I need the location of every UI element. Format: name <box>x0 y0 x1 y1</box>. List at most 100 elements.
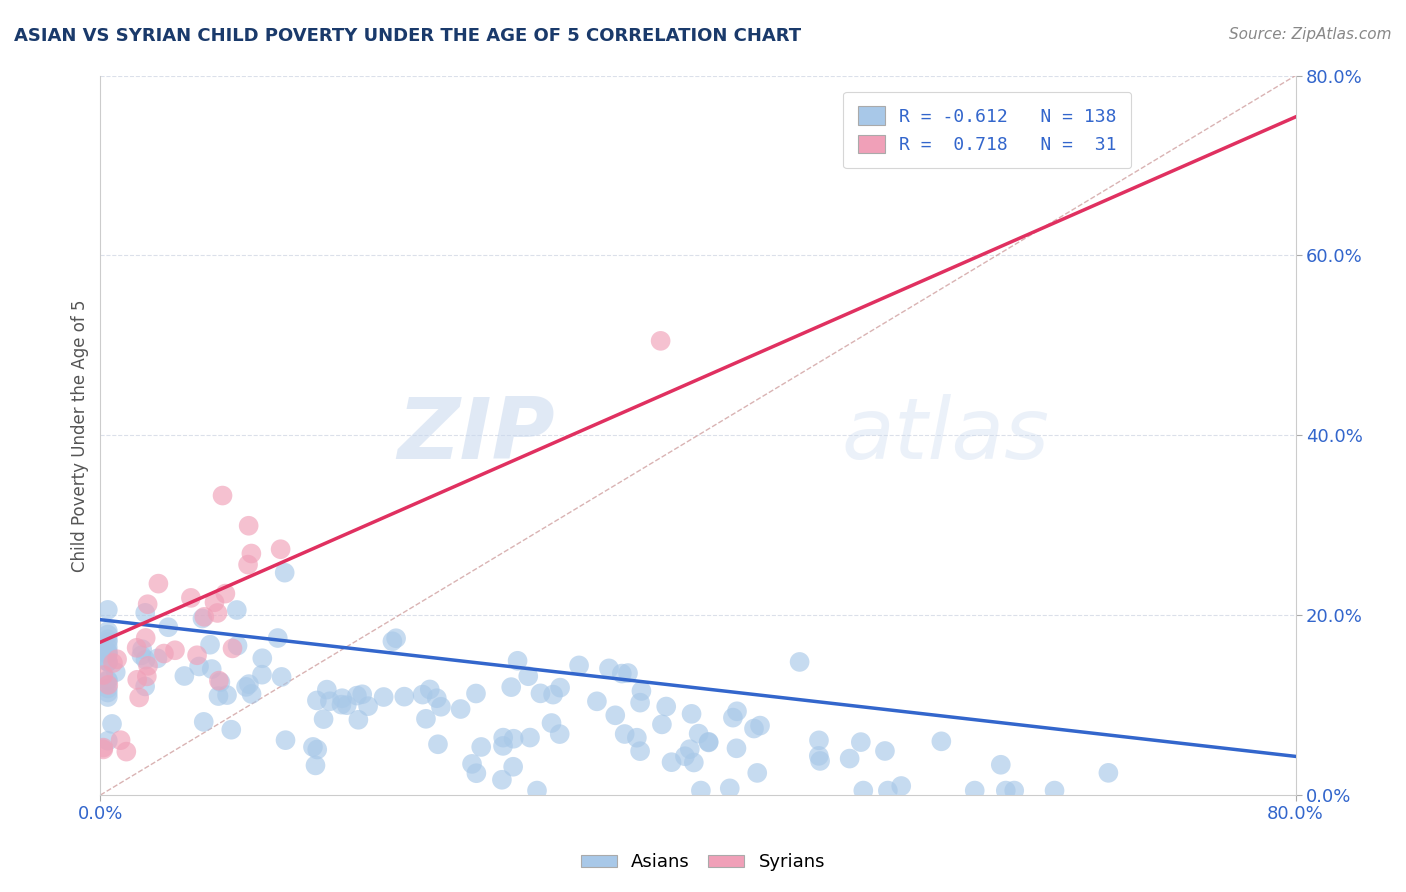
Point <box>101 717 124 731</box>
Point <box>385 632 408 646</box>
Point <box>517 669 540 683</box>
Point <box>461 756 484 771</box>
Point <box>215 688 238 702</box>
Point <box>630 684 652 698</box>
Point <box>682 756 704 770</box>
Point <box>97 690 120 704</box>
Point <box>97 635 120 649</box>
Point <box>97 632 120 647</box>
Point <box>492 731 515 745</box>
Point <box>450 702 472 716</box>
Point <box>628 696 651 710</box>
Point <box>146 651 169 665</box>
Point <box>97 646 120 660</box>
Point <box>605 708 627 723</box>
Text: ZIP: ZIP <box>396 393 554 477</box>
Point <box>131 642 153 657</box>
Point <box>97 603 120 617</box>
Point <box>188 659 211 673</box>
Point <box>208 673 231 688</box>
Point <box>97 673 120 688</box>
Point <box>209 675 232 690</box>
Point <box>610 666 633 681</box>
Point <box>352 687 374 701</box>
Point <box>97 644 120 658</box>
Point <box>697 735 720 749</box>
Point <box>97 733 120 747</box>
Point <box>617 666 640 681</box>
Point <box>221 641 243 656</box>
Point <box>430 699 453 714</box>
Point <box>135 631 157 645</box>
Point <box>721 711 744 725</box>
Point <box>506 654 529 668</box>
Point <box>807 748 830 763</box>
Point <box>274 733 297 747</box>
Point <box>134 653 156 667</box>
Point <box>541 688 564 702</box>
Point <box>238 518 260 533</box>
Point <box>849 735 872 749</box>
Point <box>598 661 620 675</box>
Point <box>415 712 437 726</box>
Point <box>319 694 342 708</box>
Point <box>789 655 811 669</box>
Point <box>101 656 124 670</box>
Point <box>207 606 229 620</box>
Point <box>492 739 515 753</box>
Point <box>136 597 159 611</box>
Point <box>214 586 236 600</box>
Point <box>963 783 986 797</box>
Point <box>97 681 120 696</box>
Point <box>873 744 896 758</box>
Point <box>305 693 328 707</box>
Point <box>97 648 120 662</box>
Legend: Asians, Syrians: Asians, Syrians <box>574 847 832 879</box>
Point <box>626 731 648 745</box>
Point <box>336 698 359 713</box>
Point <box>568 658 591 673</box>
Point <box>236 558 259 572</box>
Point <box>240 687 263 701</box>
Point <box>180 591 202 605</box>
Point <box>153 647 176 661</box>
Point <box>838 751 860 765</box>
Point <box>207 689 229 703</box>
Point <box>807 733 830 747</box>
Point <box>586 694 609 708</box>
Point <box>97 655 120 669</box>
Point <box>125 640 148 655</box>
Point <box>890 779 912 793</box>
Point <box>747 765 769 780</box>
Point <box>689 783 711 797</box>
Point <box>211 489 233 503</box>
Point <box>613 727 636 741</box>
Point <box>157 620 180 634</box>
Point <box>548 681 571 695</box>
Point <box>330 691 353 706</box>
Point <box>465 686 488 700</box>
Point <box>219 723 242 737</box>
Point <box>1043 783 1066 797</box>
Point <box>201 662 224 676</box>
Point <box>250 667 273 681</box>
Point <box>655 699 678 714</box>
Point <box>128 690 150 705</box>
Point <box>346 689 368 703</box>
Y-axis label: Child Poverty Under the Age of 5: Child Poverty Under the Age of 5 <box>72 299 89 572</box>
Point <box>381 634 404 648</box>
Point <box>990 757 1012 772</box>
Point <box>650 334 672 348</box>
Point <box>742 722 765 736</box>
Point <box>191 611 214 625</box>
Point <box>1002 783 1025 797</box>
Point <box>238 677 260 691</box>
Point <box>135 669 157 683</box>
Point <box>225 603 247 617</box>
Point <box>412 688 434 702</box>
Point <box>681 706 703 721</box>
Point <box>697 735 720 749</box>
Point <box>105 652 128 666</box>
Point <box>134 606 156 620</box>
Point <box>252 651 274 665</box>
